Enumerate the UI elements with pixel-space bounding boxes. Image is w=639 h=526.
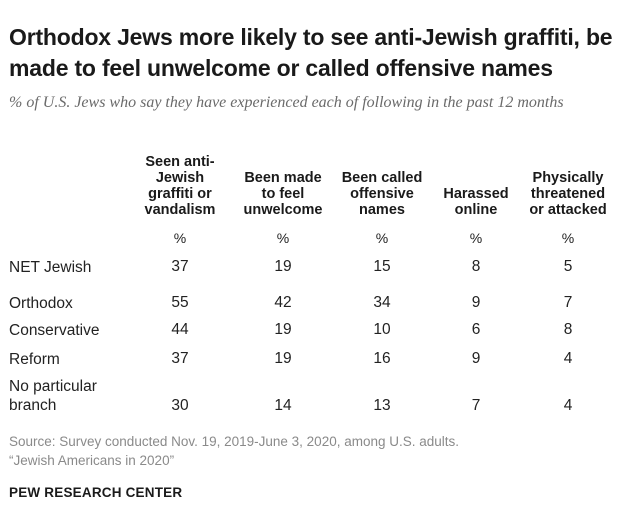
table-cell: 42 — [274, 294, 292, 311]
unit-label: % — [561, 230, 575, 246]
table-cell: 9 — [471, 294, 481, 311]
column-header-line: Physically — [532, 170, 604, 186]
unit-label: % — [469, 230, 483, 246]
table-cell: 4 — [563, 350, 573, 367]
table-cell: 19 — [274, 321, 292, 338]
column-header-line: Been called — [341, 170, 423, 186]
column-header: Harassed online — [421, 186, 531, 218]
table-cell: 30 — [171, 397, 189, 414]
table-cell: 7 — [471, 397, 481, 414]
table-cell: 44 — [171, 321, 189, 338]
table-cell: 9 — [471, 350, 481, 367]
column-header-line: Harassed — [443, 186, 509, 202]
table-cell: 37 — [171, 258, 189, 275]
column-header-line: graffiti or — [148, 186, 212, 202]
column-header-line: Jewish — [155, 170, 205, 186]
column-header: Seen anti- Jewish graffiti or vandalism — [125, 154, 235, 218]
column-header-line: names — [359, 202, 405, 218]
table-cell: 16 — [373, 350, 391, 367]
table-cell: 10 — [373, 321, 391, 338]
chart-title: Orthodox Jews more likely to see anti-Je… — [9, 24, 613, 81]
source-line: Source: Survey conducted Nov. 19, 2019-J… — [9, 434, 460, 449]
table-cell: 8 — [563, 321, 573, 338]
table-cell: 7 — [563, 294, 573, 311]
table-cell: 34 — [373, 294, 391, 311]
table-cell: 6 — [471, 321, 481, 338]
unit-label: % — [276, 230, 290, 246]
row-label: NET Jewish — [9, 259, 92, 276]
column-header: Been made to feel unwelcome — [228, 170, 338, 218]
column-header-line: threatened — [530, 186, 606, 202]
table-cell: 37 — [171, 350, 189, 367]
source-note: Source: Survey conducted Nov. 19, 2019-J… — [9, 432, 459, 470]
table-cell: 8 — [471, 258, 481, 275]
column-header-line: vandalism — [144, 202, 216, 218]
table-cell: 15 — [373, 258, 391, 275]
row-label-line: No particular — [9, 378, 97, 395]
column-header-line: online — [454, 202, 498, 218]
column-header: Been called offensive names — [327, 170, 437, 218]
row-label-line: branch — [9, 397, 57, 414]
table-cell: 13 — [373, 397, 391, 414]
row-label: No particular branch — [9, 377, 97, 415]
unit-label: % — [375, 230, 389, 246]
table-cell: 19 — [274, 258, 292, 275]
column-header-line: unwelcome — [243, 202, 323, 218]
column-header-line: offensive — [350, 186, 414, 202]
row-label: Reform — [9, 351, 60, 368]
chart-subtitle: % of U.S. Jews who say they have experie… — [9, 94, 564, 111]
unit-label: % — [173, 230, 187, 246]
column-header-line: to feel — [261, 186, 305, 202]
column-header: Physically threatened or attacked — [513, 170, 623, 218]
row-label: Conservative — [9, 322, 100, 339]
table-cell: 5 — [563, 258, 573, 275]
column-header-line: Been made — [244, 170, 322, 186]
source-report: “Jewish Americans in 2020” — [9, 453, 175, 468]
column-header-line: or attacked — [529, 202, 607, 218]
table-cell: 19 — [274, 350, 292, 367]
table-cell: 4 — [563, 397, 573, 414]
table-cell: 14 — [274, 397, 292, 414]
table-cell: 55 — [171, 294, 189, 311]
brand-label: PEW RESEARCH CENTER — [9, 485, 183, 500]
column-header-line: Seen anti- — [145, 154, 215, 170]
row-label: Orthodox — [9, 295, 73, 312]
